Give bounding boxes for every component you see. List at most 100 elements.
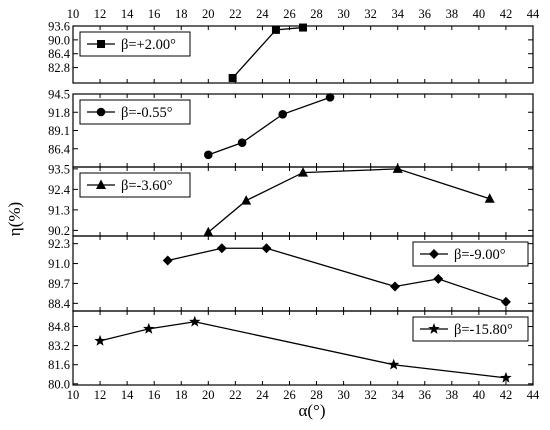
legend-label: β=-15.80°	[454, 322, 513, 338]
x-tick-label: 36	[419, 388, 432, 402]
data-point	[216, 243, 227, 254]
data-point	[325, 93, 335, 102]
x-tick-label-top: 20	[202, 7, 215, 21]
legend: β=+2.00°	[79, 31, 191, 57]
x-tick-label: 42	[500, 388, 513, 402]
y-tick-label: 80.0	[48, 377, 70, 391]
x-tick-label-top: 10	[67, 7, 80, 21]
y-tick-label: 82.8	[48, 61, 70, 75]
data-point	[203, 226, 214, 237]
x-tick-label: 24	[256, 388, 269, 402]
chart-panels: 82.886.490.093.6β=+2.00°86.489.191.894.5…	[48, 20, 534, 391]
legend: β=-3.60°	[79, 172, 191, 198]
y-tick-label: 86.4	[48, 47, 71, 61]
y-tick-label: 92.3	[48, 237, 70, 251]
x-tick-label: 40	[473, 388, 486, 402]
x-tick-label-top: 12	[94, 7, 107, 21]
x-tick-label: 22	[229, 388, 242, 402]
data-point	[162, 255, 173, 266]
x-tick-label: 26	[283, 388, 296, 402]
y-tick-label: 92.4	[48, 183, 71, 197]
legend: β=-0.55°	[79, 99, 191, 125]
legend: β=-9.00°	[412, 241, 529, 267]
y-tick-label: 86.4	[48, 142, 71, 156]
data-point	[189, 315, 201, 327]
data-point	[228, 73, 237, 82]
data-point	[203, 150, 213, 160]
x-tick-label: 28	[310, 388, 323, 402]
x-tick-label-top: 16	[148, 7, 161, 21]
y-tick-label: 89.1	[48, 124, 70, 138]
data-point	[390, 281, 400, 292]
legend-label: β=-9.00°	[454, 247, 506, 263]
x-tick-label: 14	[121, 388, 134, 402]
data-point	[241, 195, 252, 205]
data-point	[387, 358, 400, 370]
legend-marker	[428, 323, 440, 334]
x-tick-label: 44	[527, 388, 540, 402]
data-point	[261, 243, 272, 254]
panel-frame	[72, 310, 534, 386]
y-tick-label: 81.6	[48, 358, 70, 372]
y-tick-label: 91.0	[48, 257, 70, 271]
x-tick-label-top: 38	[446, 7, 459, 21]
data-point	[271, 25, 280, 34]
x-tick-label-top: 30	[337, 7, 350, 21]
y-tick-label: 89.7	[48, 277, 70, 291]
legend-label: β=+2.00°	[121, 37, 176, 53]
x-tick-label: 16	[148, 388, 161, 402]
panel-2: 86.4 89.1 91.8 94.5 β=-0.55°	[48, 88, 534, 168]
x-tick-label: 10	[67, 388, 80, 402]
x-tick-label-top: 44	[527, 7, 540, 21]
x-tick-label: 18	[175, 388, 188, 402]
bottom-x-axis: 10 12 14 16 18 20 22 24 26 28 30 32 34 36 38 40 42 44	[67, 388, 540, 402]
y-tick-label: 94.5	[48, 88, 70, 102]
x-tick-label-top: 40	[473, 7, 486, 21]
legend-marker	[97, 40, 105, 48]
y-tick-label: 93.5	[48, 162, 70, 176]
x-tick-label: 12	[94, 388, 107, 402]
data-point	[143, 322, 155, 334]
x-tick-label-top: 24	[256, 7, 269, 21]
series-line	[232, 26, 304, 79]
data-point	[278, 109, 288, 119]
data-point	[392, 163, 403, 173]
series-line	[207, 168, 490, 233]
y-tick-label: 90.0	[48, 33, 70, 47]
x-tick-label: 32	[364, 388, 377, 402]
x-tick-label-top: 42	[500, 7, 513, 21]
legend: β=-15.80°	[412, 316, 529, 342]
data-point	[237, 138, 247, 147]
data-point	[484, 193, 495, 203]
x-tick-label: 34	[391, 388, 404, 402]
series-line	[167, 247, 507, 303]
x-tick-label-top: 14	[121, 7, 134, 21]
top-x-axis: 10 12 14 16 18 20 22 24 26 28 30 32 34 36 38 40 42 44	[67, 7, 540, 21]
legend-label: β=-3.60°	[121, 178, 173, 194]
x-tick-label: 30	[337, 388, 350, 402]
x-tick-label-top: 22	[229, 7, 242, 21]
data-point	[433, 273, 444, 284]
data-point	[299, 23, 307, 32]
y-tick-label: 91.8	[48, 106, 70, 120]
panel-5: 80.0 81.6 83.2 84.8 β=-15.80°	[48, 310, 534, 391]
legend-marker	[96, 107, 106, 117]
x-tick-label: 20	[202, 388, 215, 402]
y-tick-label: 84.8	[48, 320, 70, 334]
data-point	[500, 371, 512, 383]
y-axis-title: η(%)	[5, 202, 24, 236]
legend-label: β=-0.55°	[121, 105, 173, 121]
x-tick-label-top: 28	[310, 7, 323, 21]
legend-marker	[96, 179, 106, 189]
panel-3: 90.2 91.3 92.4 93.5 β=-3.60°	[48, 162, 534, 238]
x-axis-title: α(°)	[298, 401, 325, 420]
y-tick-label: 90.2	[48, 224, 70, 238]
panel-1: 82.886.490.093.6 β=+2.00°	[48, 20, 534, 84]
x-tick-label-top: 26	[283, 7, 296, 21]
data-point	[500, 296, 511, 307]
y-tick-label: 93.6	[48, 20, 70, 34]
data-point	[298, 167, 308, 177]
y-tick-label: 88.4	[48, 297, 71, 311]
x-tick-label-top: 36	[419, 7, 432, 21]
